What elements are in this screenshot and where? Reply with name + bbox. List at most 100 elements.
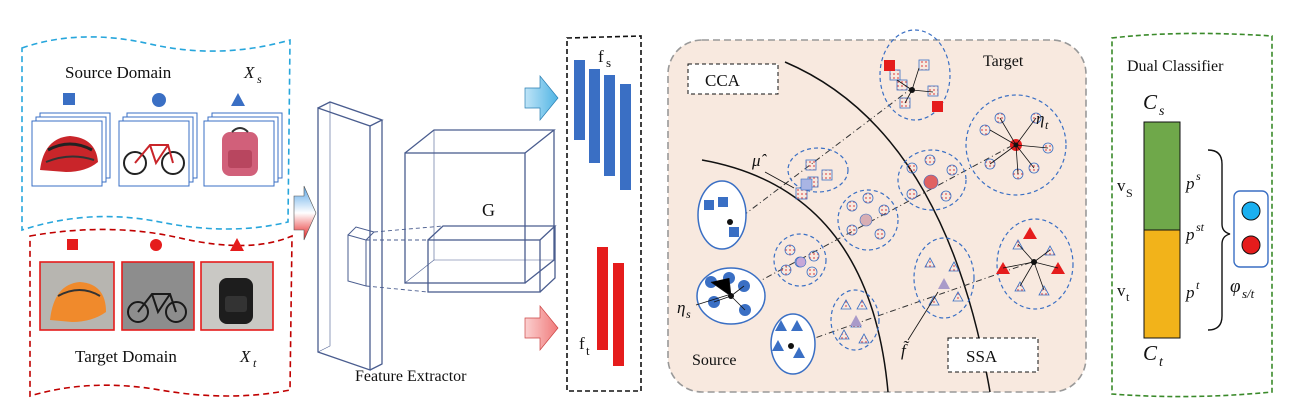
target-region-label: Target bbox=[983, 53, 1024, 70]
triangle-marker bbox=[231, 93, 245, 106]
fs-f: f bbox=[598, 47, 604, 66]
target-samples-mixed bbox=[780, 59, 1056, 344]
alignment-lines bbox=[731, 87, 1033, 347]
vt-symbol: v bbox=[1117, 281, 1126, 300]
source-feature-arrow bbox=[524, 75, 559, 121]
feature-extractor bbox=[317, 101, 557, 371]
vs-sub: S bbox=[1126, 186, 1133, 200]
target-domain-title: Target Domain bbox=[75, 347, 177, 366]
triangle-marker bbox=[230, 238, 244, 251]
target-image-helmet bbox=[39, 261, 115, 331]
source-image-stack-backpack bbox=[203, 112, 283, 187]
source-cluster-circle bbox=[696, 267, 766, 325]
source-image-stack-helmet bbox=[31, 112, 111, 187]
pst-label: p st bbox=[1185, 220, 1205, 244]
cs-sub: s bbox=[1159, 104, 1165, 119]
ssa-label: SSA bbox=[966, 347, 998, 366]
target-symbol-x: X bbox=[239, 347, 251, 366]
source-domain-symbol: X s bbox=[243, 63, 262, 86]
vs-symbol: v bbox=[1117, 176, 1126, 195]
g-label: G bbox=[482, 200, 495, 220]
eta-t-sub: t bbox=[1045, 118, 1049, 132]
source-feature-bars bbox=[574, 60, 631, 190]
helmet-icon bbox=[50, 282, 106, 322]
conv-slab bbox=[317, 101, 384, 371]
bicycle-icon bbox=[123, 144, 185, 175]
source-domain-panel: Source Domain X s bbox=[21, 36, 291, 232]
alignment-panel: CCA SSA Target Source bbox=[667, 29, 1087, 393]
source-cluster-square bbox=[697, 180, 747, 250]
output-box bbox=[1233, 190, 1269, 268]
classifier-brace bbox=[1207, 149, 1231, 331]
ct-symbol: C bbox=[1143, 341, 1158, 365]
target-boundary-arc bbox=[784, 61, 991, 393]
source-cluster-triangle bbox=[770, 313, 816, 375]
source-boundary-arc bbox=[701, 159, 889, 393]
cca-label: CCA bbox=[705, 71, 741, 90]
f-tilde-label: f̃ bbox=[901, 341, 910, 360]
backpack-icon bbox=[222, 127, 258, 176]
circle-marker bbox=[150, 239, 162, 251]
prototypes bbox=[795, 174, 950, 326]
eta-s-symbol: η bbox=[677, 298, 685, 317]
target-output-dot bbox=[1241, 235, 1261, 255]
mixed-cluster bbox=[773, 29, 1074, 351]
vs-label: v S bbox=[1117, 176, 1133, 200]
eta-s-sub: s bbox=[686, 307, 691, 321]
source-symbol-x: X bbox=[243, 63, 255, 82]
dual-classifier-title: Dual Classifier bbox=[1127, 58, 1224, 75]
ps-sup: s bbox=[1196, 169, 1201, 183]
source-feature-label: f s bbox=[598, 47, 611, 70]
ft-sub: t bbox=[586, 343, 590, 358]
square-marker bbox=[63, 93, 75, 105]
source-image-stack-bicycle bbox=[118, 112, 198, 187]
vt-sub: t bbox=[1126, 290, 1130, 304]
source-symbol-sub: s bbox=[257, 72, 262, 86]
source-domain-title: Source Domain bbox=[65, 63, 172, 82]
ct-sub: t bbox=[1159, 355, 1164, 370]
ft-f: f bbox=[579, 334, 585, 353]
target-feature-arrow bbox=[524, 305, 559, 351]
phi-label: φ s/t bbox=[1230, 276, 1255, 301]
ps-label: p s bbox=[1185, 169, 1201, 193]
eta-s-label: η s bbox=[677, 294, 729, 321]
fs-sub: s bbox=[606, 55, 611, 70]
target-image-bicycle bbox=[121, 261, 195, 331]
target-domain-panel: Target Domain X t bbox=[29, 228, 293, 398]
feature-column: f s f t bbox=[566, 35, 642, 392]
ps-symbol: p bbox=[1185, 174, 1195, 193]
pst-sup: st bbox=[1196, 220, 1205, 234]
classifier-source-bar bbox=[1143, 121, 1181, 231]
backpack-icon bbox=[219, 278, 253, 324]
circle-marker bbox=[152, 93, 166, 107]
target-feature-label: f t bbox=[579, 334, 590, 358]
pst-symbol: p bbox=[1185, 225, 1195, 244]
feature-extractor-label: Feature Extractor bbox=[355, 368, 467, 385]
target-feature-bars bbox=[597, 247, 624, 366]
dual-classifier-panel: Dual Classifier C s C t v S v t p s p st… bbox=[1111, 32, 1273, 398]
eta-t-label: η t bbox=[1036, 109, 1049, 132]
source-region-label: Source bbox=[692, 352, 736, 369]
input-arrow bbox=[293, 185, 317, 241]
source-output-dot bbox=[1241, 201, 1261, 221]
square-marker bbox=[67, 239, 78, 250]
eta-t-symbol: η bbox=[1036, 109, 1044, 128]
target-symbol-sub: t bbox=[253, 356, 257, 370]
conv-cube bbox=[404, 129, 556, 284]
classifier-target-bar bbox=[1143, 229, 1181, 339]
phi-sub: s/t bbox=[1242, 286, 1255, 301]
classifier-cs-label: C s bbox=[1143, 90, 1165, 119]
cs-symbol: C bbox=[1143, 90, 1158, 114]
phi-symbol: φ bbox=[1230, 276, 1241, 297]
helmet-icon bbox=[40, 136, 98, 172]
classifier-ct-label: C t bbox=[1143, 341, 1164, 370]
pt-sup: t bbox=[1196, 278, 1200, 292]
pt-symbol: p bbox=[1185, 283, 1195, 302]
target-centroid bbox=[896, 67, 1059, 291]
target-image-backpack bbox=[200, 261, 274, 331]
bicycle-icon bbox=[127, 293, 187, 323]
target-domain-symbol: X t bbox=[239, 347, 257, 370]
pt-label: p t bbox=[1185, 278, 1200, 302]
vt-label: v t bbox=[1117, 281, 1130, 304]
